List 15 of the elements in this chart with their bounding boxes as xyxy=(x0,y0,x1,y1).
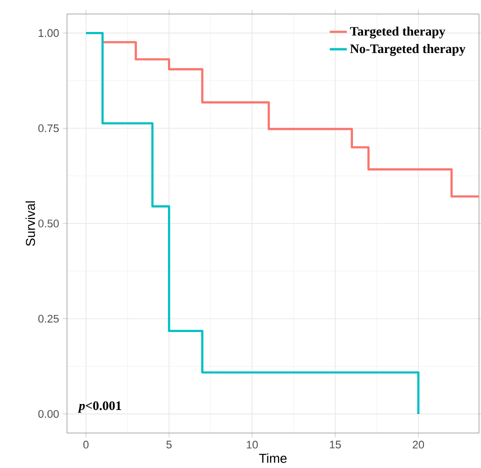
x-tick-label: 5 xyxy=(166,440,172,448)
y-axis-title: Survival xyxy=(26,201,36,246)
legend-label: Targeted therapy xyxy=(350,26,446,38)
x-tick-label: 20 xyxy=(412,440,424,449)
y-tick-label: 0.25 xyxy=(38,314,59,323)
y-tick-label: 1.00 xyxy=(38,29,59,37)
x-tick-label: 15 xyxy=(330,440,341,448)
x-tick-label: 10 xyxy=(246,440,258,449)
x-axis-title: Time xyxy=(259,453,287,463)
y-tick-label: 0.50 xyxy=(38,220,59,228)
y-tick-label: 0.75 xyxy=(38,124,59,132)
legend-label: No-Targeted therapy xyxy=(350,44,466,56)
x-tick-label: 0 xyxy=(83,440,89,449)
y-tick-label: 0.00 xyxy=(38,410,59,418)
annotation: p<0.001 xyxy=(78,401,122,413)
